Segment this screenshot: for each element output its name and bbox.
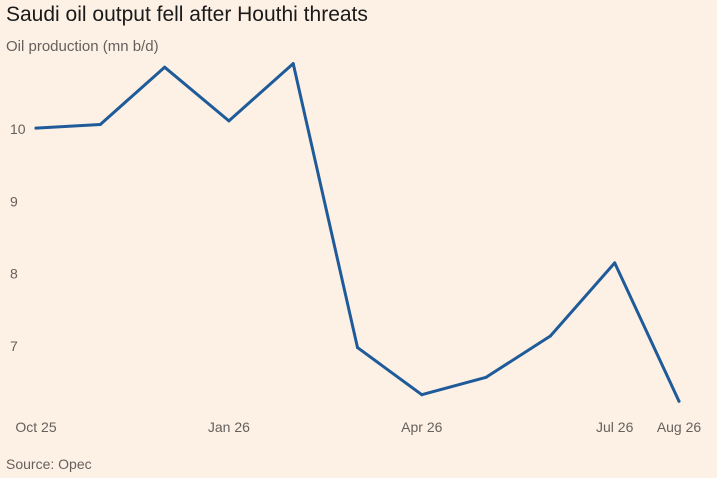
data-point (548, 334, 552, 338)
data-point (227, 119, 231, 123)
chart-title: Saudi oil output fell after Houthi threa… (6, 3, 368, 26)
x-tick-label: Oct 25 (15, 419, 56, 435)
data-point (484, 375, 488, 379)
data-point (356, 346, 359, 350)
data-point (677, 399, 681, 403)
x-tick-label: Jan 26 (208, 419, 250, 435)
x-axis: Oct 25 Jan 26 Apr 26 Jul 26 Aug 26 (15, 419, 701, 435)
data-point (613, 261, 617, 265)
series-group (34, 62, 681, 403)
series-line (34, 62, 681, 403)
y-tick-label: 8 (10, 266, 18, 282)
x-tick-label: Jul 26 (596, 419, 634, 435)
y-tick-label: 10 (10, 121, 26, 137)
data-point (291, 62, 295, 66)
chart-source: Source: Opec (6, 456, 92, 472)
chart-subtitle: Oil production (mn b/d) (6, 38, 159, 55)
y-tick-label: 7 (10, 338, 18, 354)
y-tick-label: 9 (10, 193, 18, 209)
data-point (98, 122, 102, 126)
x-tick-label: Aug 26 (657, 419, 702, 435)
x-tick-label: Apr 26 (401, 419, 442, 435)
data-point (420, 393, 424, 397)
data-point (163, 65, 167, 69)
y-axis: 7 8 9 10 (10, 121, 26, 354)
data-point (34, 126, 38, 130)
